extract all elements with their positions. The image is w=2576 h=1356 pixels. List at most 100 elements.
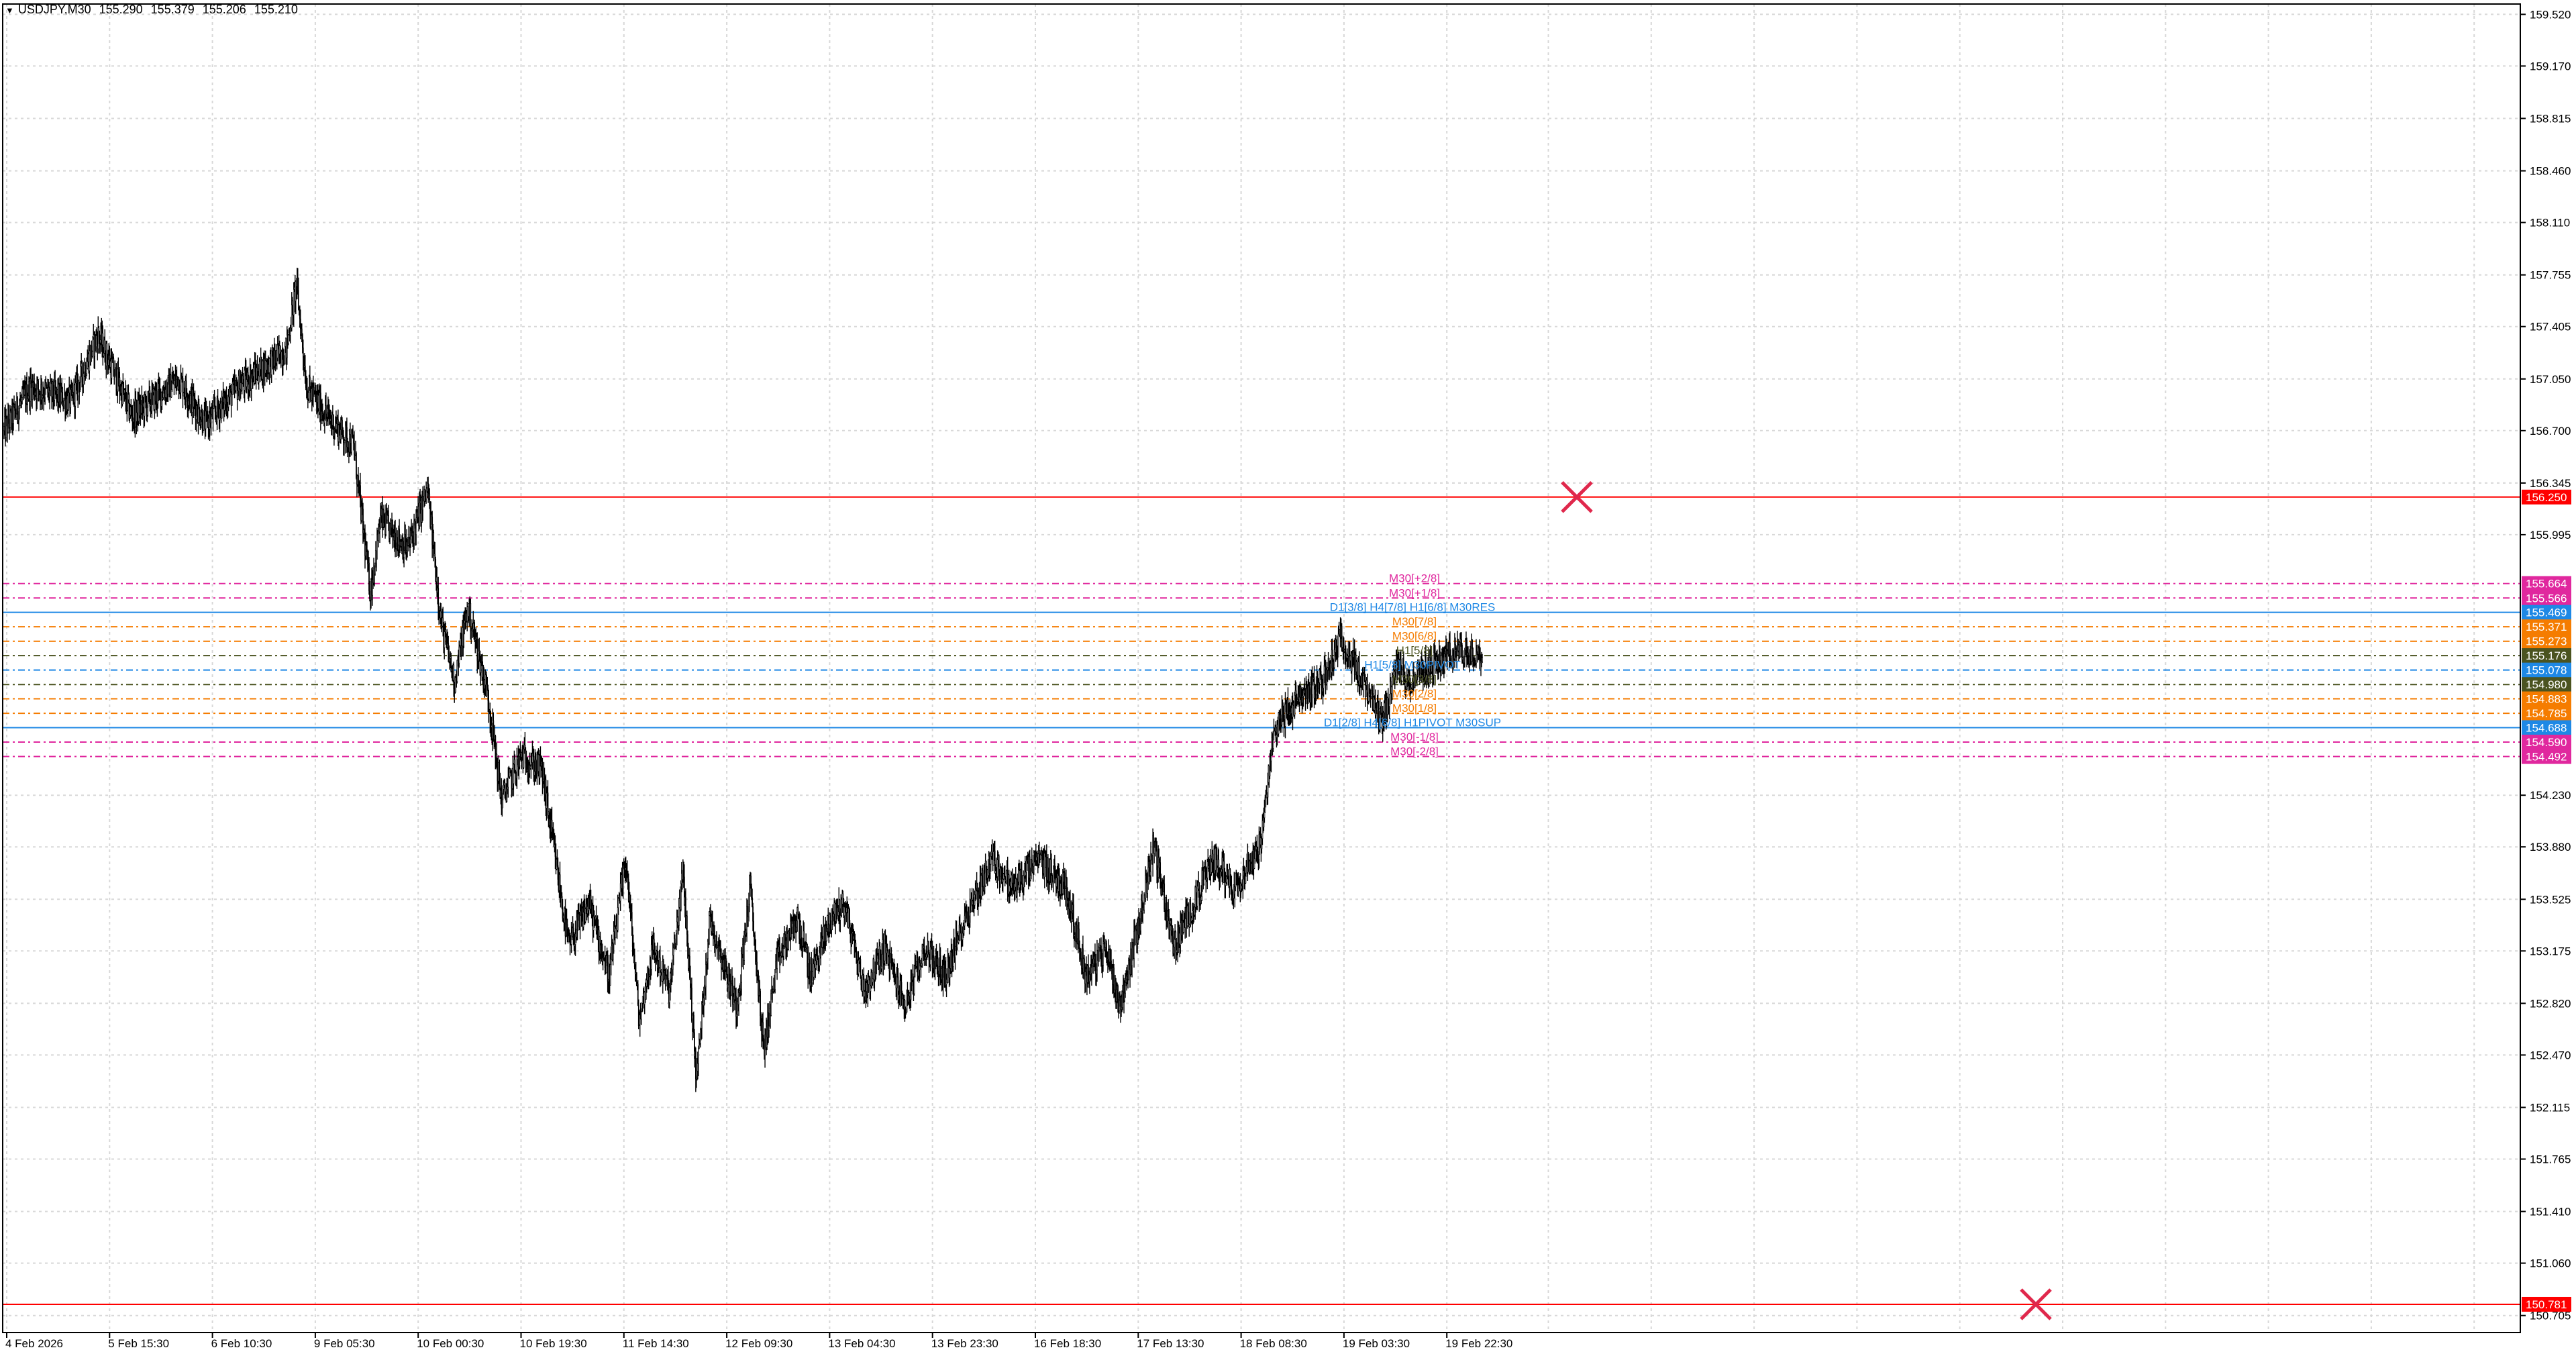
candle-body <box>19 405 20 409</box>
candle-body <box>1085 972 1086 984</box>
price-tick-label: 157.405 <box>2530 321 2571 333</box>
candle-body <box>1472 647 1474 662</box>
candle-body <box>849 920 851 933</box>
price-box <box>2522 677 2571 692</box>
candle-body <box>397 537 398 547</box>
price-box <box>2522 1296 2571 1312</box>
candle-body <box>9 410 11 428</box>
candle-body <box>650 944 652 970</box>
candle-body <box>637 984 639 1006</box>
candle-body <box>231 394 233 406</box>
candle-body <box>919 962 921 966</box>
candle-body <box>1125 982 1126 994</box>
candle-body <box>493 720 495 738</box>
candle-body <box>437 588 440 607</box>
candle-body <box>1264 812 1266 819</box>
candle-body <box>1341 625 1343 651</box>
candle-body <box>727 984 729 988</box>
candle-body <box>990 856 992 865</box>
candle-body <box>754 935 756 940</box>
candle-body <box>1113 968 1115 994</box>
candle-body <box>458 646 460 664</box>
candle-body <box>813 963 815 978</box>
candle-body <box>996 859 998 877</box>
candle-body <box>13 406 14 424</box>
candle-body <box>884 934 886 961</box>
time-tick-label: 10 Feb 00:30 <box>417 1337 484 1350</box>
candle-body <box>768 1025 770 1031</box>
candle-body <box>691 988 692 1021</box>
candle-body <box>954 946 956 958</box>
candle-body <box>351 433 352 453</box>
candle-body <box>716 936 717 948</box>
candle-body <box>1459 642 1461 658</box>
candle-body <box>1444 654 1445 670</box>
candle-body <box>695 1051 697 1080</box>
candle-body <box>770 993 772 1016</box>
level-label: D1[2/8] H4[6/8] H1PIVOT M30SUP <box>1324 716 1501 729</box>
price-box-label: 155.078 <box>2526 664 2567 677</box>
price-box-label: 155.273 <box>2526 635 2567 648</box>
level-label: D1[3/8] H4[7/8] H1[6/8] M30RES <box>1330 601 1496 614</box>
candle-body <box>429 493 431 507</box>
candle-body <box>858 959 860 974</box>
candle-body <box>788 931 790 950</box>
candle-body <box>896 975 898 988</box>
candle-body <box>513 764 515 784</box>
price-tick-label: 151.410 <box>2530 1206 2571 1218</box>
level-labels: M30[+2/8]M30[+1/8] D1[3/8] H4[7/8] H1[6/8… <box>1324 572 1501 758</box>
candle-body <box>291 305 293 329</box>
candle-body <box>860 959 862 978</box>
candle-body <box>1040 854 1041 859</box>
candle-body <box>1031 859 1033 866</box>
candle-body <box>1257 851 1259 856</box>
candle-body <box>185 380 187 395</box>
price-tick-label: 158.460 <box>2530 165 2571 178</box>
candle-body <box>686 915 688 935</box>
candle-body <box>1400 674 1402 681</box>
candle-body <box>1349 654 1351 662</box>
candle-body <box>615 928 617 939</box>
candle-body <box>442 617 444 624</box>
candle-body <box>1366 680 1368 702</box>
candle-body <box>476 639 478 662</box>
candle-body <box>870 986 872 992</box>
candle-body <box>1337 633 1339 658</box>
candle-body <box>707 941 709 959</box>
dropdown-triangle-icon[interactable]: ▼ <box>5 5 14 15</box>
candle-body <box>937 958 939 973</box>
candle-body <box>470 603 472 632</box>
candle-body <box>807 951 809 968</box>
candle-body <box>619 883 621 902</box>
time-tick-label: 13 Feb 04:30 <box>828 1337 895 1350</box>
candle-body <box>369 590 370 599</box>
price-tick-label: 159.520 <box>2530 8 2571 21</box>
candle-body <box>735 996 737 1017</box>
level-label: M30[-2/8] <box>1390 745 1439 758</box>
level-lines <box>3 496 2520 1305</box>
price-box <box>2522 489 2571 505</box>
candle-body <box>1078 928 1080 948</box>
candle-body <box>680 883 682 910</box>
candle-body <box>238 375 240 400</box>
candle-body <box>162 390 164 398</box>
candle-body <box>387 515 388 521</box>
cross-stroke <box>1561 481 1593 513</box>
candle-body <box>324 419 325 423</box>
price-box <box>2522 706 2571 721</box>
candle-body <box>1135 929 1136 945</box>
candle-body <box>376 534 378 560</box>
price-box <box>2522 590 2571 606</box>
candle-body <box>374 562 376 574</box>
candle-body <box>260 357 262 380</box>
candle-body <box>1188 911 1190 927</box>
price-box-label: 155.469 <box>2526 607 2567 619</box>
candle-body <box>1005 870 1007 881</box>
candle-body <box>674 938 676 946</box>
candle-body <box>631 912 633 929</box>
level-label: M30[1/8] <box>1392 702 1437 715</box>
candle-body <box>362 509 364 533</box>
candle-body <box>403 550 405 558</box>
candle-body <box>1080 951 1082 961</box>
